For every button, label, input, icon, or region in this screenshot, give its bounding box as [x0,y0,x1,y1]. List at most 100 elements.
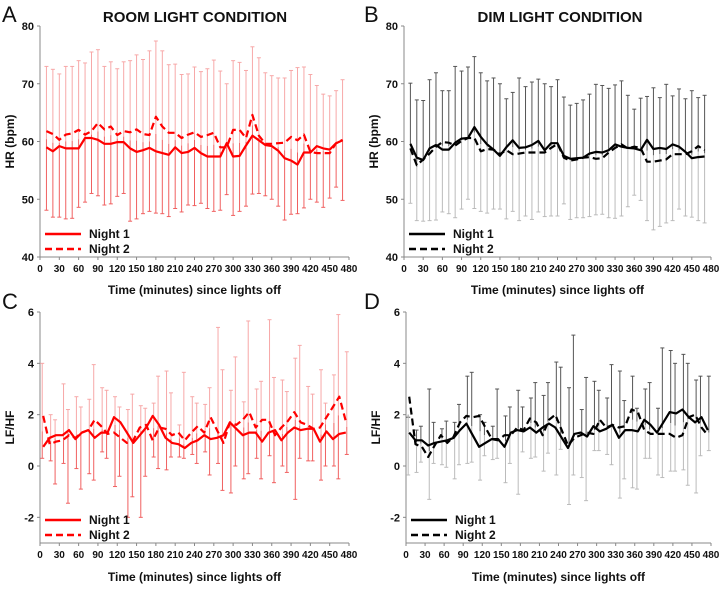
y-tick-label: 4 [28,358,35,370]
y-tick-label: 80 [22,21,34,33]
x-tick-label: 30 [420,550,432,561]
y-tick-label: 60 [22,137,34,149]
x-tick-label: 240 [186,264,203,275]
x-tick-label: 120 [109,264,126,275]
x-tick-label: 0 [401,264,407,275]
x-tick-label: 270 [568,264,585,275]
panel-b: B DIM LIGHT CONDITION 40 50 60 70 80 0 30 60 90 120… [364,2,720,297]
x-tick-label: 480 [341,264,358,275]
x-tick-label: 0 [37,264,43,275]
series-line-night-2 [42,395,347,446]
x-tick-label: 480 [703,550,720,561]
x-tick-label: 420 [302,550,319,561]
y-tick-label: 6 [28,307,34,319]
x-tick-label: 300 [588,550,605,561]
series-line-night-1 [45,134,344,166]
x-tick-label: 480 [341,550,358,561]
panel-a: A ROOM LIGHT CONDITION 40 50 60 70 80 0 30 60 90 12… [2,2,358,297]
y-axis-title: HR (bpm) [3,115,17,169]
x-tick-label: 120 [472,264,489,275]
x-tick-label: 330 [244,550,261,561]
panel-letter: C [2,289,18,314]
legend-label: Night 2 [455,528,496,542]
y-tick-label: 40 [22,252,34,264]
y-axis-title: LF/HF [3,411,17,445]
x-tick-label: 270 [569,550,586,561]
y-tick-label: 0 [394,461,400,473]
x-tick-label: 330 [607,264,624,275]
x-tick-label: 180 [148,550,165,561]
series-line-night-1 [408,408,709,450]
x-tick-label: 360 [626,264,643,275]
y-tick-label: 50 [386,194,398,206]
error-bars [40,314,349,518]
y-tick-label: -2 [390,512,400,524]
x-tick-label: 180 [511,264,528,275]
y-tick-label: 60 [386,137,398,149]
x-tick-label: 240 [550,550,567,561]
series-line-night-2 [408,396,709,459]
x-tick-label: 210 [531,550,548,561]
panel-letter: A [2,2,17,27]
x-axis-title: Time (minutes) since lights off [108,570,282,584]
legend-label: Night 1 [89,227,130,241]
error-bars [44,40,345,222]
y-tick-label: 70 [386,79,398,91]
x-tick-label: 210 [167,550,184,561]
legend-label: Night 2 [89,528,130,542]
panel-title: ROOM LIGHT CONDITION [103,9,287,26]
y-axis-title: HR (bpm) [367,115,381,169]
y-tick-label: 2 [28,410,34,422]
panel-title: DIM LIGHT CONDITION [478,9,643,26]
x-tick-label: 0 [403,550,409,561]
x-tick-label: 450 [684,550,701,561]
x-tick-label: 360 [263,264,280,275]
x-tick-label: 150 [128,264,145,275]
x-tick-label: 270 [205,264,222,275]
legend-label: Night 2 [89,242,130,256]
x-tick-label: 330 [244,264,261,275]
y-tick-label: 4 [394,358,401,370]
x-axis-title: Time (minutes) since lights off [471,283,645,297]
x-tick-label: 480 [703,264,720,275]
x-tick-label: 360 [263,550,280,561]
legend-label: Night 1 [453,227,494,241]
x-tick-label: 450 [321,264,338,275]
x-tick-label: 180 [512,550,529,561]
x-tick-label: 390 [645,264,662,275]
x-axis-title: Time (minutes) since lights off [472,570,646,584]
legend-label: Night 1 [89,513,130,527]
x-tick-label: 270 [205,550,222,561]
y-tick-label: 6 [394,307,400,319]
x-tick-label: 420 [665,550,682,561]
x-tick-label: 90 [456,264,468,275]
x-tick-label: 90 [92,264,104,275]
y-tick-label: 50 [22,194,34,206]
x-tick-label: 150 [128,550,145,561]
x-tick-label: 60 [439,550,451,561]
x-tick-label: 450 [683,264,700,275]
x-tick-label: 60 [73,264,85,275]
x-tick-label: 210 [167,264,184,275]
x-tick-label: 390 [283,550,300,561]
x-tick-label: 0 [37,550,43,561]
x-tick-label: 390 [645,550,662,561]
legend-label: Night 1 [455,513,496,527]
x-tick-label: 30 [418,264,430,275]
y-tick-label: 70 [22,79,34,91]
y-axis-title: LF/HF [369,411,383,445]
x-tick-label: 450 [321,550,338,561]
series-line-night-1 [409,126,705,162]
x-tick-label: 150 [493,550,510,561]
x-tick-label: 150 [492,264,509,275]
error-bars [408,56,707,231]
y-tick-label: 40 [386,252,398,264]
x-tick-label: 90 [458,550,470,561]
x-tick-label: 30 [54,264,66,275]
y-tick-label: 80 [386,21,398,33]
panel-letter: B [364,2,379,27]
